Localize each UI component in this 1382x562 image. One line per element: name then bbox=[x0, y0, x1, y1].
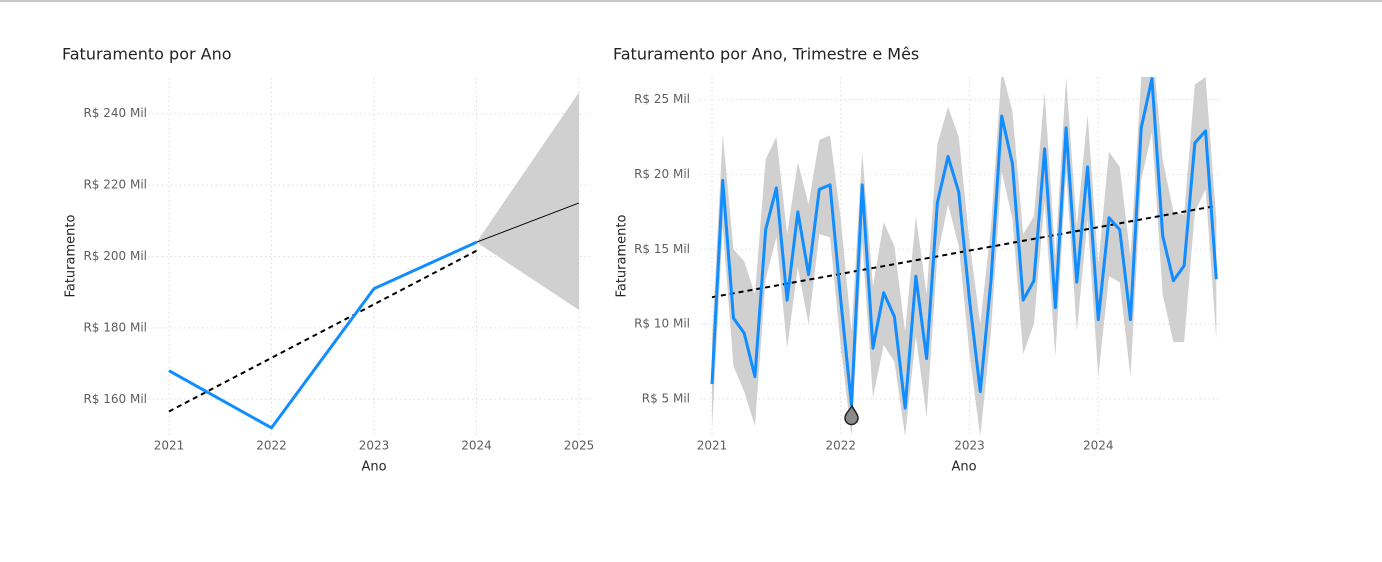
x-tick-label: 2022 bbox=[256, 439, 287, 453]
chart-title: Faturamento por Ano bbox=[62, 45, 232, 64]
y-tick-label: R$ 20 Mil bbox=[634, 167, 690, 181]
x-tick-label: 2023 bbox=[359, 439, 390, 453]
x-tick-label: 2021 bbox=[697, 439, 728, 453]
axes: R$ 160 Mil R$ 180 Mil R$ 200 Mil R$ 220 Mil… bbox=[83, 92, 1113, 453]
y-tick-label: R$ 240 Mil bbox=[83, 106, 147, 120]
y-tick-label: R$ 5 Mil bbox=[642, 392, 690, 406]
y-axis-title: Faturamento bbox=[615, 215, 630, 298]
y-tick-label: R$ 160 Mil bbox=[83, 392, 147, 406]
x-tick-label: 2023 bbox=[954, 439, 985, 453]
y-tick-label: R$ 25 Mil bbox=[634, 92, 690, 106]
y-tick-label: R$ 15 Mil bbox=[634, 242, 690, 256]
y-tick-label: R$ 200 Mil bbox=[83, 249, 147, 263]
x-tick-label: 2024 bbox=[1083, 439, 1114, 453]
x-tick-label: 2025 bbox=[564, 439, 595, 453]
y-tick-label: R$ 220 Mil bbox=[83, 178, 147, 192]
anomaly-marker bbox=[844, 404, 859, 426]
x-axis-title: Ano bbox=[951, 460, 976, 475]
plot-area bbox=[148, 78, 590, 435]
confidence-band bbox=[476, 92, 579, 311]
y-tick-label: R$ 180 Mil bbox=[83, 320, 147, 334]
plot-area bbox=[700, 77, 1222, 435]
forecast-line bbox=[476, 202, 580, 243]
top-border bbox=[0, 0, 1382, 2]
trend-line bbox=[168, 249, 477, 413]
x-tick-label: 2021 bbox=[154, 439, 185, 453]
y-axis-title: Faturamento bbox=[64, 215, 79, 298]
x-tick-label: 2024 bbox=[461, 439, 492, 453]
x-tick-label: 2022 bbox=[825, 439, 856, 453]
x-axis-title: Ano bbox=[361, 460, 386, 475]
y-tick-label: R$ 10 Mil bbox=[634, 317, 690, 331]
chart-title: Faturamento por Ano, Trimestre e Mês bbox=[613, 45, 919, 64]
data-line bbox=[710, 77, 1218, 410]
data-line bbox=[168, 240, 478, 430]
